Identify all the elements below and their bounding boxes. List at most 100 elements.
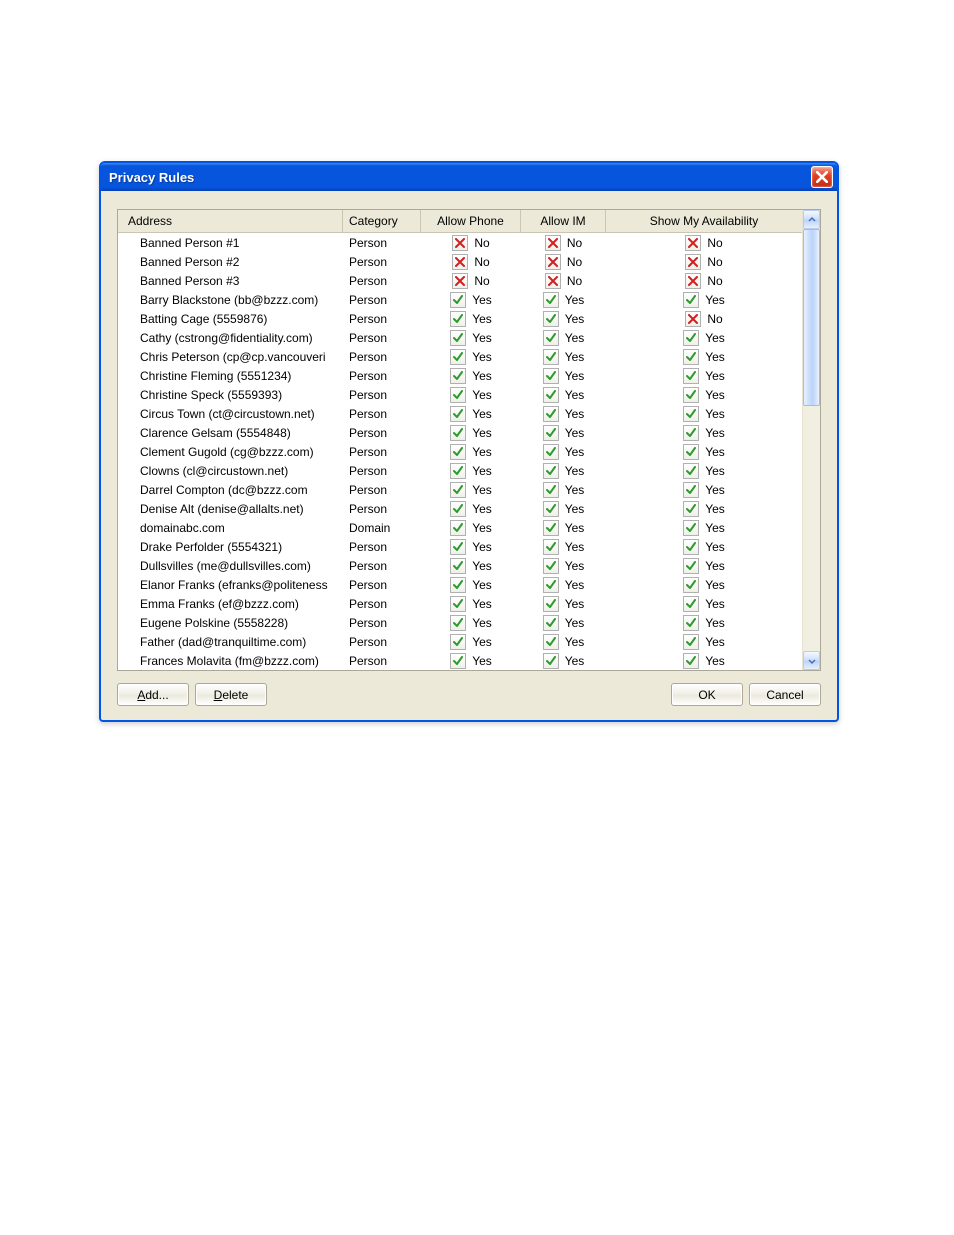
cell-show-availability[interactable]: No — [606, 273, 802, 289]
cell-allow-im[interactable]: Yes — [521, 330, 606, 346]
table-row[interactable]: Christine Fleming (5551234)PersonYesYesY… — [118, 366, 802, 385]
cell-allow-phone[interactable]: Yes — [421, 406, 521, 422]
cell-allow-phone[interactable]: Yes — [421, 292, 521, 308]
table-row[interactable]: Denise Alt (denise@allalts.net)PersonYes… — [118, 499, 802, 518]
cell-allow-phone[interactable]: Yes — [421, 425, 521, 441]
ok-button[interactable]: OK — [671, 683, 743, 706]
table-row[interactable]: Clement Gugold (cg@bzzz.com)PersonYesYes… — [118, 442, 802, 461]
cell-show-availability[interactable]: Yes — [606, 349, 802, 365]
close-button[interactable] — [811, 166, 833, 188]
cell-show-availability[interactable]: Yes — [606, 368, 802, 384]
cell-allow-phone[interactable]: Yes — [421, 387, 521, 403]
table-row[interactable]: Emma Franks (ef@bzzz.com)PersonYesYesYes — [118, 594, 802, 613]
cell-allow-phone[interactable]: Yes — [421, 444, 521, 460]
table-row[interactable]: Frances Molavita (fm@bzzz.com)PersonYesY… — [118, 651, 802, 670]
cell-show-availability[interactable]: Yes — [606, 387, 802, 403]
cell-show-availability[interactable]: Yes — [606, 292, 802, 308]
table-row[interactable]: Circus Town (ct@circustown.net)PersonYes… — [118, 404, 802, 423]
cell-allow-im[interactable]: Yes — [521, 520, 606, 536]
cell-allow-im[interactable]: Yes — [521, 539, 606, 555]
col-header-category[interactable]: Category — [343, 210, 421, 232]
cell-show-availability[interactable]: Yes — [606, 653, 802, 669]
cell-allow-im[interactable]: Yes — [521, 311, 606, 327]
cell-allow-im[interactable]: Yes — [521, 634, 606, 650]
scroll-down-button[interactable] — [803, 651, 820, 670]
cell-allow-im[interactable]: Yes — [521, 387, 606, 403]
cell-show-availability[interactable]: Yes — [606, 558, 802, 574]
cell-allow-im[interactable]: No — [521, 254, 606, 270]
add-button[interactable]: Add... — [117, 683, 189, 706]
cell-show-availability[interactable]: Yes — [606, 463, 802, 479]
cell-allow-phone[interactable]: Yes — [421, 539, 521, 555]
table-row[interactable]: Clowns (cl@circustown.net)PersonYesYesYe… — [118, 461, 802, 480]
cell-allow-im[interactable]: Yes — [521, 615, 606, 631]
cell-allow-phone[interactable]: Yes — [421, 349, 521, 365]
cell-show-availability[interactable]: No — [606, 254, 802, 270]
cell-show-availability[interactable]: Yes — [606, 577, 802, 593]
cell-allow-im[interactable]: No — [521, 273, 606, 289]
col-header-address[interactable]: Address — [118, 210, 343, 232]
cell-allow-im[interactable]: Yes — [521, 425, 606, 441]
table-row[interactable]: Christine Speck (5559393)PersonYesYesYes — [118, 385, 802, 404]
cell-show-availability[interactable]: Yes — [606, 596, 802, 612]
cell-show-availability[interactable]: Yes — [606, 425, 802, 441]
cell-allow-im[interactable]: Yes — [521, 349, 606, 365]
cell-show-availability[interactable]: Yes — [606, 501, 802, 517]
cell-show-availability[interactable]: Yes — [606, 634, 802, 650]
cell-allow-phone[interactable]: Yes — [421, 330, 521, 346]
table-row[interactable]: Eugene Polskine (5558228)PersonYesYesYes — [118, 613, 802, 632]
table-row[interactable]: Father (dad@tranquiltime.com)PersonYesYe… — [118, 632, 802, 651]
delete-button[interactable]: Delete — [195, 683, 267, 706]
cell-allow-im[interactable]: Yes — [521, 482, 606, 498]
cell-allow-phone[interactable]: Yes — [421, 368, 521, 384]
table-row[interactable]: Drake Perfolder (5554321)PersonYesYesYes — [118, 537, 802, 556]
col-header-allow-im[interactable]: Allow IM — [521, 210, 606, 232]
cell-show-availability[interactable]: Yes — [606, 330, 802, 346]
cell-allow-im[interactable]: No — [521, 235, 606, 251]
table-row[interactable]: Banned Person #2PersonNoNoNo — [118, 252, 802, 271]
cell-allow-phone[interactable]: Yes — [421, 482, 521, 498]
table-row[interactable]: Cathy (cstrong@fidentiality.com)PersonYe… — [118, 328, 802, 347]
table-row[interactable]: Barry Blackstone (bb@bzzz.com)PersonYesY… — [118, 290, 802, 309]
cell-allow-im[interactable]: Yes — [521, 444, 606, 460]
table-row[interactable]: Banned Person #1PersonNoNoNo — [118, 233, 802, 252]
cell-allow-im[interactable]: Yes — [521, 558, 606, 574]
vertical-scrollbar[interactable] — [802, 210, 820, 670]
cell-allow-phone[interactable]: No — [421, 273, 521, 289]
cell-allow-phone[interactable]: Yes — [421, 520, 521, 536]
cell-allow-im[interactable]: Yes — [521, 292, 606, 308]
cell-allow-im[interactable]: Yes — [521, 501, 606, 517]
table-row[interactable]: domainabc.comDomainYesYesYes — [118, 518, 802, 537]
scroll-up-button[interactable] — [803, 210, 820, 229]
table-row[interactable]: Darrel Compton (dc@bzzz.comPersonYesYesY… — [118, 480, 802, 499]
cell-allow-phone[interactable]: Yes — [421, 558, 521, 574]
cell-allow-phone[interactable]: Yes — [421, 463, 521, 479]
table-row[interactable]: Dullsvilles (me@dullsvilles.com)PersonYe… — [118, 556, 802, 575]
cancel-button[interactable]: Cancel — [749, 683, 821, 706]
cell-allow-im[interactable]: Yes — [521, 653, 606, 669]
cell-allow-phone[interactable]: No — [421, 235, 521, 251]
cell-show-availability[interactable]: No — [606, 235, 802, 251]
cell-show-availability[interactable]: Yes — [606, 615, 802, 631]
table-row[interactable]: Chris Peterson (cp@cp.vancouveriPersonYe… — [118, 347, 802, 366]
cell-allow-phone[interactable]: No — [421, 254, 521, 270]
cell-show-availability[interactable]: Yes — [606, 539, 802, 555]
col-header-allow-phone[interactable]: Allow Phone — [421, 210, 521, 232]
cell-allow-im[interactable]: Yes — [521, 577, 606, 593]
cell-allow-phone[interactable]: Yes — [421, 615, 521, 631]
cell-allow-phone[interactable]: Yes — [421, 596, 521, 612]
cell-allow-phone[interactable]: Yes — [421, 634, 521, 650]
cell-allow-phone[interactable]: Yes — [421, 577, 521, 593]
scrollbar-track[interactable] — [803, 229, 820, 651]
col-header-show-availability[interactable]: Show My Availability — [606, 210, 802, 232]
cell-allow-im[interactable]: Yes — [521, 406, 606, 422]
cell-allow-phone[interactable]: Yes — [421, 653, 521, 669]
cell-show-availability[interactable]: Yes — [606, 482, 802, 498]
cell-allow-im[interactable]: Yes — [521, 596, 606, 612]
table-row[interactable]: Batting Cage (5559876)PersonYesYesNo — [118, 309, 802, 328]
titlebar[interactable]: Privacy Rules — [101, 163, 837, 191]
table-row[interactable]: Elanor Franks (efranks@politenessPersonY… — [118, 575, 802, 594]
cell-allow-phone[interactable]: Yes — [421, 311, 521, 327]
cell-show-availability[interactable]: Yes — [606, 520, 802, 536]
table-row[interactable]: Clarence Gelsam (5554848)PersonYesYesYes — [118, 423, 802, 442]
